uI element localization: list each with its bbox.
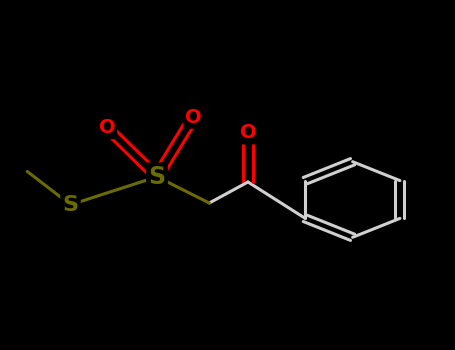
Text: S: S	[62, 195, 79, 215]
Text: O: O	[240, 124, 256, 142]
Text: S: S	[148, 165, 166, 189]
Text: O: O	[185, 108, 202, 127]
Text: O: O	[99, 118, 115, 137]
